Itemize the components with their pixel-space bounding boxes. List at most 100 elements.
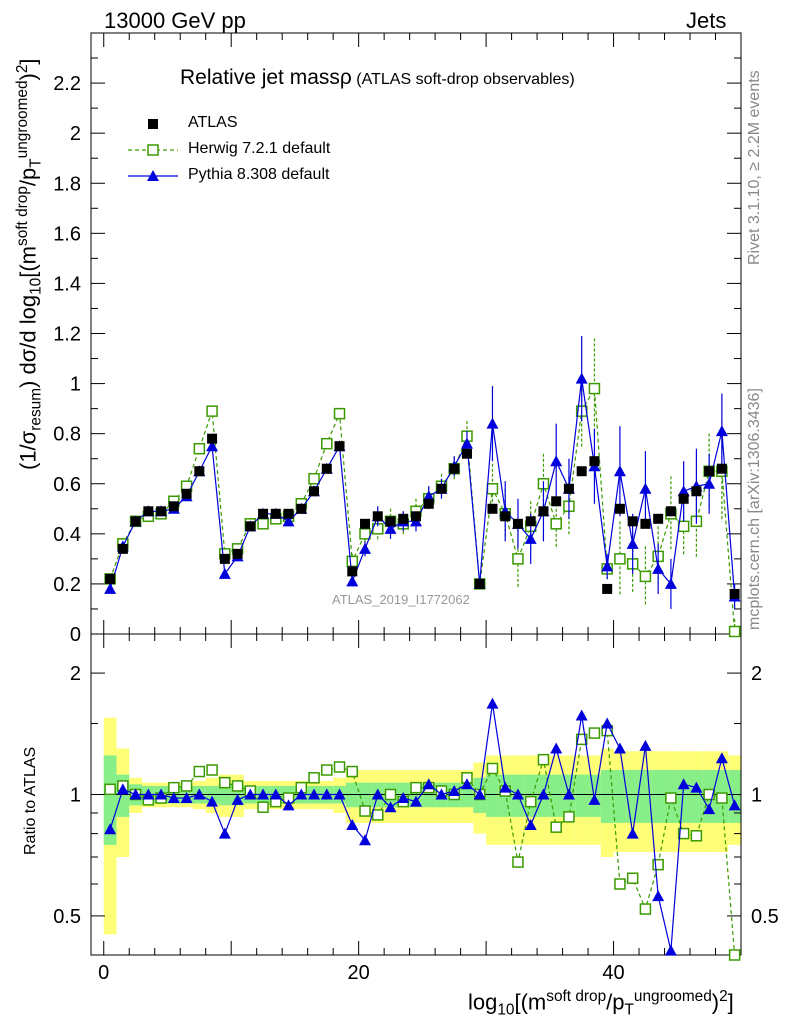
pythia-ratio-point: [511, 788, 524, 800]
band-inner-bin: [575, 774, 589, 817]
atlas-point: [461, 448, 472, 459]
atlas-point: [258, 508, 269, 519]
atlas-point: [665, 506, 676, 517]
pythia-main-point: [664, 577, 677, 589]
atlas-point: [168, 501, 179, 512]
pythia-ratio-point: [206, 795, 219, 807]
herwig-ratio-point: [346, 765, 359, 778]
band-inner-bin: [524, 774, 538, 817]
herwig-main-point: [677, 520, 690, 533]
atlas-point: [525, 516, 536, 527]
herwig-ratio-point: [321, 764, 333, 776]
herwig-ratio-point: [231, 780, 244, 792]
atlas-point: [423, 498, 434, 509]
pythia-main-point: [639, 482, 652, 494]
atlas-point: [270, 508, 281, 519]
pythia-ratio-point: [524, 819, 537, 831]
atlas-point: [334, 441, 345, 452]
ratio-y-tick-label-right: 0.5: [751, 906, 779, 928]
main-y-tick-label: 0.6: [53, 474, 81, 496]
atlas-point: [487, 503, 498, 514]
main-y-tick-label: 0.4: [53, 524, 81, 546]
x-tick-label: 0: [98, 962, 109, 984]
atlas-point: [614, 503, 625, 514]
atlas-point: [704, 466, 715, 477]
pythia-ratio-series: [104, 697, 741, 956]
pythia-ratio-point: [677, 778, 690, 790]
legend-label-pythia: Pythia 8.308 default: [188, 166, 330, 183]
x-tick-label: 20: [348, 962, 370, 984]
pythia-ratio-point: [588, 793, 601, 805]
legend-marker-pythia: [147, 170, 159, 181]
atlas-point: [576, 466, 587, 477]
atlas-point: [245, 521, 256, 532]
pythia-ratio-point: [346, 819, 359, 831]
herwig-ratio-point: [537, 753, 550, 766]
pythia-ratio-point: [116, 783, 129, 795]
herwig-main-point: [321, 437, 333, 450]
ratio-y-tick-label-right: 2: [751, 663, 762, 685]
atlas-point: [347, 566, 358, 577]
ratio-y-tick-label-right: 1: [751, 785, 762, 807]
herwig-main-line: [109, 386, 736, 632]
pythia-main-point: [422, 490, 435, 502]
pythia-ratio-point: [295, 788, 308, 800]
herwig-main-point: [512, 553, 524, 565]
ratio-y-tick-label: 2: [70, 663, 81, 685]
main-y-tick-label: 2: [70, 123, 81, 145]
pythia-ratio-point: [664, 944, 677, 956]
atlas-point: [372, 511, 383, 522]
atlas-point: [436, 483, 447, 494]
pythia-main-point: [613, 465, 626, 477]
herwig-main-point: [588, 382, 601, 395]
herwig-ratio-point: [372, 809, 384, 821]
pythia-ratio-point: [537, 788, 550, 800]
herwig-main-point: [728, 625, 741, 638]
herwig-ratio-point: [512, 856, 524, 868]
herwig-ratio-point: [652, 858, 664, 871]
x-tick-label: 40: [602, 962, 624, 984]
herwig-ratio-point: [563, 811, 575, 823]
atlas-point: [640, 518, 651, 529]
pythia-ratio-point: [639, 739, 652, 751]
atlas-point: [296, 503, 307, 514]
ratio-y-tick-label: 1: [70, 785, 81, 807]
herwig-main-point: [333, 407, 346, 420]
herwig-ratio-point: [219, 776, 231, 789]
pythia-main-point: [550, 455, 563, 467]
main-y-tick-label: 0.2: [53, 574, 81, 596]
atlas-point: [143, 506, 154, 517]
pythia-ratio-point: [218, 827, 231, 839]
atlas-point: [563, 483, 574, 494]
herwig-ratio-point: [410, 781, 422, 794]
herwig-ratio-point: [206, 764, 218, 776]
pythia-main-point: [524, 532, 537, 544]
atlas-point: [156, 506, 167, 517]
pythia-ratio-point: [652, 890, 665, 902]
legend-markers: [128, 119, 178, 181]
atlas-point: [232, 548, 243, 559]
atlas-point: [207, 433, 218, 444]
herwig-main-point: [614, 553, 626, 565]
herwig-ratio-point: [677, 827, 690, 840]
herwig-ratio-point: [626, 872, 639, 884]
main-y-tick-label: 1.2: [53, 324, 81, 346]
pythia-ratio-point: [282, 799, 295, 811]
herwig-ratio-point: [333, 761, 346, 773]
atlas-point: [117, 543, 128, 554]
pythia-main-line: [109, 378, 736, 597]
main-y-tick-label: 1.6: [53, 223, 81, 245]
pythia-main-point: [104, 582, 117, 594]
pythia-ratio-point: [575, 709, 588, 721]
atlas-point: [181, 488, 192, 499]
atlas-point: [551, 496, 562, 507]
main-y-tick-label: 0.8: [53, 424, 81, 446]
herwig-ratio-point: [168, 781, 180, 794]
herwig-ratio-point: [257, 801, 269, 813]
band-inner-bin: [690, 770, 703, 823]
herwig-main-point: [639, 570, 652, 583]
atlas-point: [474, 578, 485, 589]
pythia-ratio-point: [167, 792, 180, 804]
band-inner-bin: [613, 770, 627, 823]
